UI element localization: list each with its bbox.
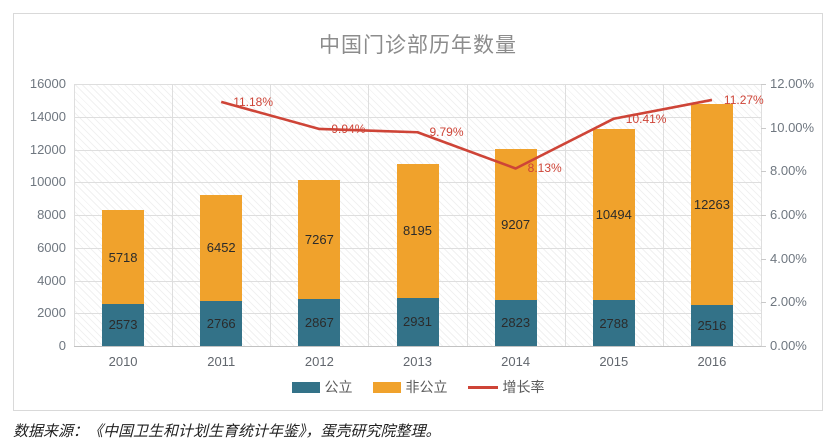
bar-segment-非公立: 5718 — [102, 210, 145, 304]
bar-segment-公立: 2931 — [396, 298, 439, 346]
y-axis-right-tick: 6.00% — [770, 207, 807, 222]
bar-segment-公立: 2516 — [690, 304, 733, 346]
y-axis-right-tick-mark — [761, 171, 766, 173]
bar-segment-非公立: 10494 — [592, 128, 635, 301]
y-axis-right-tick-mark — [761, 302, 766, 304]
growth-rate-point-label: 10.41% — [625, 111, 667, 126]
bar-segment-公立: 2788 — [592, 300, 635, 346]
bar-segment-非公立: 7267 — [298, 180, 341, 300]
legend-label: 增长率 — [502, 379, 545, 395]
y-axis-left-tick: 4000 — [37, 272, 66, 288]
y-axis-right-tick-mark — [761, 127, 766, 129]
growth-rate-point-label: 9.79% — [429, 125, 464, 140]
y-axis-left-tick: 0 — [58, 338, 66, 353]
y-axis-right-tick-mark — [761, 258, 766, 260]
chart-panel: 中国门诊部历年数量 16000 14000 12000 10000 8000 6000 40… — [13, 13, 823, 411]
legend-item-增长率: 增长率 — [467, 377, 545, 397]
legend-item-公立: 公立 — [291, 377, 353, 397]
y-axis-right-tick-mark — [761, 84, 766, 85]
legend-label: 公立 — [324, 379, 353, 395]
growth-rate-point-label: 9.94% — [331, 121, 366, 136]
grid-line-v — [172, 84, 174, 346]
y-axis-right-tick: 10.00% — [770, 119, 815, 135]
grid-line-v — [564, 84, 566, 346]
legend: 公立 非公立 增长率 — [14, 377, 822, 397]
grid-line-h — [74, 149, 761, 151]
y-axis-left-tick: 14000 — [29, 108, 66, 124]
growth-rate-point-label: 11.27% — [723, 92, 764, 107]
x-axis-category-label: 2011 — [207, 354, 236, 369]
grid-line-v — [662, 84, 664, 346]
y-axis-left-tick: 10000 — [29, 174, 66, 190]
bar-segment-公立: 2766 — [200, 300, 243, 346]
y-axis-left-tick: 16000 — [29, 76, 66, 91]
grid-line-v — [270, 84, 272, 346]
grid-line-v — [368, 84, 370, 346]
bar-segment-公立: 2867 — [298, 299, 341, 346]
legend-line-swatch — [467, 385, 498, 389]
legend-label: 非公立 — [405, 379, 448, 395]
x-axis-category-label: 2010 — [108, 354, 138, 369]
legend-bar-swatch — [372, 381, 401, 393]
legend-item-非公立: 非公立 — [372, 377, 448, 397]
bar-segment-公立: 2823 — [494, 299, 537, 346]
grid-line-v — [74, 84, 75, 346]
y-axis-left-tick: 6000 — [37, 239, 66, 255]
y-axis-right-tick: 2.00% — [770, 294, 807, 310]
y-axis-right-tick: 0.00% — [770, 338, 807, 353]
y-axis-left-tick: 12000 — [29, 141, 66, 157]
y-axis-left-tick: 8000 — [37, 207, 66, 222]
x-axis-line — [74, 346, 761, 347]
x-axis-category-label: 2015 — [599, 354, 629, 369]
bar-segment-非公立: 8195 — [396, 163, 439, 298]
bar-segment-非公立: 9207 — [494, 149, 537, 300]
source-note: 数据来源：《中国卫生和计划生育统计年鉴》，蛋壳研究院整理。 — [13, 424, 441, 440]
x-axis-category-label: 2013 — [403, 354, 432, 369]
y-axis-right-tick: 8.00% — [770, 163, 807, 179]
y-axis-left-tick: 2000 — [37, 305, 66, 321]
y-axis-right-tick-mark — [761, 215, 766, 216]
grid-line-h — [74, 84, 761, 85]
chart-title: 中国门诊部历年数量 — [319, 34, 517, 57]
y-axis-right-tick-mark — [761, 346, 766, 347]
y-axis-right-tick: 4.00% — [770, 250, 807, 266]
x-axis-category-label: 2014 — [501, 354, 531, 369]
bar-segment-公立: 2573 — [102, 303, 145, 346]
bar-segment-非公立: 6452 — [200, 195, 243, 301]
grid-line-v — [466, 84, 468, 346]
x-axis-category-label: 2016 — [697, 354, 727, 369]
x-axis-category-label: 2012 — [304, 354, 334, 369]
growth-rate-point-label: 8.13% — [527, 161, 562, 176]
legend-bar-swatch — [291, 381, 320, 393]
growth-rate-point-label: 11.18% — [233, 94, 274, 109]
bar-segment-非公立: 12263 — [690, 103, 733, 305]
y-axis-right-tick: 12.00% — [770, 76, 815, 91]
